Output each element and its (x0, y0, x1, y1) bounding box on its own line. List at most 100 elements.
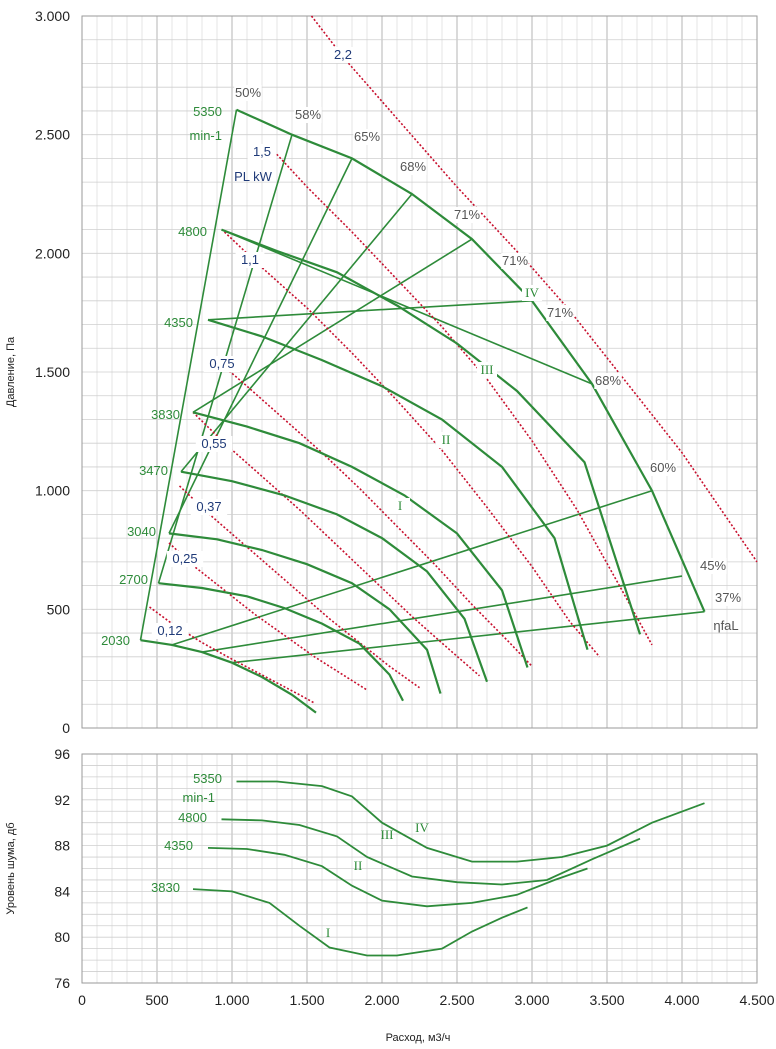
noise-system-curve-label: III (381, 827, 394, 842)
efficiency-unit-label: ηfaL (713, 618, 738, 633)
noise-curve (236, 780, 705, 863)
system-curve-label: IV (525, 285, 539, 300)
noise-speed-label: 4800 (178, 810, 207, 825)
y-tick-label: 80 (54, 929, 70, 945)
efficiency-label: 65% (354, 129, 380, 144)
x-tick-label: 2.000 (364, 992, 399, 1008)
speed-curve (236, 108, 706, 613)
noise-curve (192, 888, 528, 957)
speed-label: 4350 (164, 315, 193, 330)
noise-system-curve-label: II (354, 858, 363, 873)
power-line (223, 231, 601, 658)
efficiency-label: 71% (547, 305, 573, 320)
speed-label: 3830 (151, 407, 180, 422)
power-unit-label: PL kW (234, 169, 273, 184)
power-line (273, 150, 653, 646)
efficiency-label-bg (546, 305, 574, 321)
power-line (178, 485, 420, 689)
efficiency-label-bg (234, 85, 262, 101)
power-label-bg (190, 499, 228, 515)
efficiency-ray (171, 489, 653, 646)
efficiency-label: 71% (502, 253, 528, 268)
power-label-bg (195, 436, 233, 452)
efficiency-label-bg (649, 460, 677, 476)
speed-curve (207, 318, 589, 651)
speed-unit-label: min-1 (189, 128, 222, 143)
power-label: 0,37 (196, 499, 221, 514)
efficiency-label-bg (399, 159, 427, 175)
system-curve-label: III (481, 362, 494, 377)
y-tick-label: 0 (62, 720, 70, 736)
power-label-bg (235, 252, 265, 268)
y-tick-label: 92 (54, 792, 70, 808)
speed-curve (168, 532, 442, 694)
power-label-bg (328, 47, 358, 63)
x-tick-label: 3.000 (514, 992, 549, 1008)
noise-plot: 76 80 84 88 92 96 0 500 1.000 1.500 2.000 2.500 3.00… (5, 746, 775, 1008)
system-curve-label-bg (522, 285, 542, 301)
power-label-bg (203, 356, 241, 372)
power-label: 0,12 (157, 623, 182, 638)
x-tick-label: 4.000 (664, 992, 699, 1008)
power-label: 1,1 (241, 252, 259, 267)
y-tick-label: 84 (54, 883, 70, 899)
power-line (168, 542, 368, 691)
efficiency-label: 50% (235, 85, 261, 100)
x-tick-label: 0 (78, 992, 86, 1008)
efficiency-ray (180, 193, 413, 473)
system-curve-label: I (398, 498, 402, 513)
power-label-bg (151, 623, 189, 639)
efficiency-ray (221, 228, 593, 385)
efficiency-label-bg (294, 107, 322, 123)
pressure-plot: 0 500 1.000 1.500 2.000 2.500 3.000 Давление, П… (5, 8, 758, 736)
speed-label: 2030 (101, 633, 130, 648)
efficiency-label-bg (594, 373, 622, 389)
efficiency-label: 68% (400, 159, 426, 174)
system-curve-label: II (442, 432, 451, 447)
speed-curve (158, 582, 404, 702)
efficiency-label: 60% (650, 460, 676, 475)
x-tick-label: 500 (145, 992, 169, 1008)
noise-speed-unit-label: min-1 (182, 790, 215, 805)
power-line (310, 15, 758, 563)
x-tick-label: 1.500 (289, 992, 324, 1008)
power-label-bg (166, 551, 204, 567)
power-line (213, 357, 533, 667)
efficiency-label: 58% (295, 107, 321, 122)
system-curve-label-bg (477, 362, 497, 378)
pressure-frame (81, 15, 758, 729)
speed-curve (221, 228, 642, 635)
power-label-bg (247, 144, 277, 160)
x-axis-label: Расход, м3/ч (386, 1032, 451, 1044)
y-tick-label: 76 (54, 975, 70, 991)
system-curve-label-bg (436, 432, 456, 448)
efficiency-ray (207, 300, 533, 321)
noise-curve (221, 818, 641, 886)
speed-label: 2700 (119, 572, 148, 587)
system-curve-label-bg (390, 498, 410, 514)
y-axis-label: Уровень шума, дб (5, 822, 17, 914)
y-tick-label: 1.000 (35, 483, 70, 499)
efficiency-label: 45% (700, 558, 726, 573)
efficiency-label: 68% (595, 373, 621, 388)
speed-label: 3470 (139, 463, 168, 478)
efficiency-ray (201, 575, 683, 653)
x-tick-label: 3.500 (589, 992, 624, 1008)
efficiency-label: 37% (715, 590, 741, 605)
speed-label: 3040 (127, 524, 156, 539)
power-label: 0,25 (172, 551, 197, 566)
efficiency-label: 71% (454, 207, 480, 222)
noise-curve (207, 847, 588, 908)
y-axis-label: Давление, Па (5, 336, 17, 407)
y-tick-label: 1.500 (35, 364, 70, 380)
speed-label: 5350 (193, 104, 222, 119)
y-tick-label: 2.000 (35, 245, 70, 261)
speed-label: 4800 (178, 224, 207, 239)
noise-speed-label: 3830 (151, 880, 180, 895)
y-tick-label: 3.000 (35, 8, 70, 24)
efficiency-label-bg (714, 590, 742, 606)
speed-curve (180, 470, 489, 683)
speed-curve (192, 411, 529, 668)
x-tick-label: 2.500 (439, 992, 474, 1008)
